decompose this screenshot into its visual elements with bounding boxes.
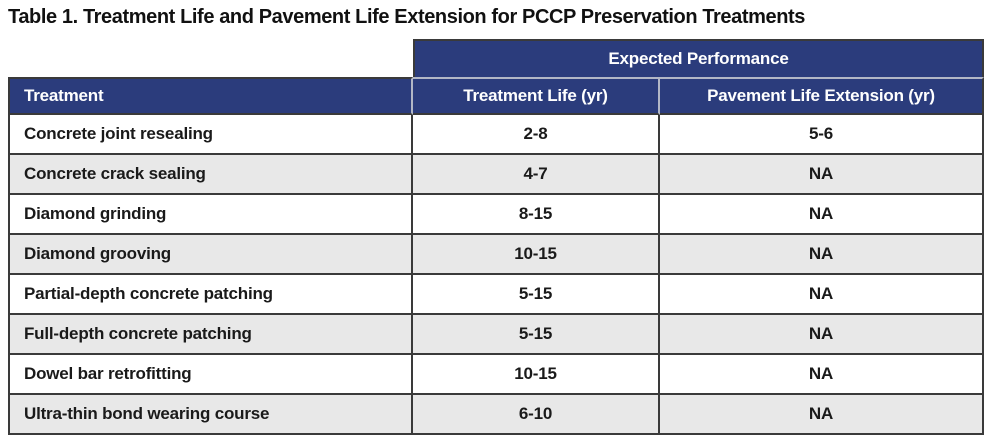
- treatment-life-cell: 10-15: [413, 355, 660, 395]
- treatments-table: Expected Performance Treatment Treatment…: [8, 39, 984, 435]
- treatment-cell: Concrete joint resealing: [8, 115, 413, 155]
- pavement-life-extension-cell: NA: [660, 155, 984, 195]
- table-title: Table 1. Treatment Life and Pavement Lif…: [8, 6, 806, 28]
- pavement-life-extension-cell: NA: [660, 275, 984, 315]
- pavement-life-extension-cell: NA: [660, 315, 984, 355]
- treatment-cell: Ultra-thin bond wearing course: [8, 395, 413, 435]
- pavement-life-extension-cell: 5-6: [660, 115, 984, 155]
- treatment-cell: Diamond grooving: [8, 235, 413, 275]
- treatment-cell: Concrete crack sealing: [8, 155, 413, 195]
- pavement-life-extension-cell: NA: [660, 195, 984, 235]
- corner-spacer: [8, 39, 413, 77]
- treatment-life-cell: 10-15: [413, 235, 660, 275]
- pavement-life-extension-cell: NA: [660, 235, 984, 275]
- treatment-cell: Diamond grinding: [8, 195, 413, 235]
- treatment-cell: Dowel bar retrofitting: [8, 355, 413, 395]
- treatment-life-cell: 5-15: [413, 315, 660, 355]
- column-header-treatment: Treatment: [8, 77, 413, 115]
- column-header-pavement-life-extension: Pavement Life Extension (yr): [660, 77, 984, 115]
- treatment-life-cell: 8-15: [413, 195, 660, 235]
- group-header-expected-performance: Expected Performance: [413, 39, 984, 77]
- column-header-treatment-life: Treatment Life (yr): [413, 77, 660, 115]
- pavement-life-extension-cell: NA: [660, 355, 984, 395]
- treatment-cell: Full-depth concrete patching: [8, 315, 413, 355]
- pavement-life-extension-cell: NA: [660, 395, 984, 435]
- treatment-life-cell: 4-7: [413, 155, 660, 195]
- treatment-life-cell: 5-15: [413, 275, 660, 315]
- treatment-life-cell: 2-8: [413, 115, 660, 155]
- treatment-life-cell: 6-10: [413, 395, 660, 435]
- treatment-cell: Partial-depth concrete patching: [8, 275, 413, 315]
